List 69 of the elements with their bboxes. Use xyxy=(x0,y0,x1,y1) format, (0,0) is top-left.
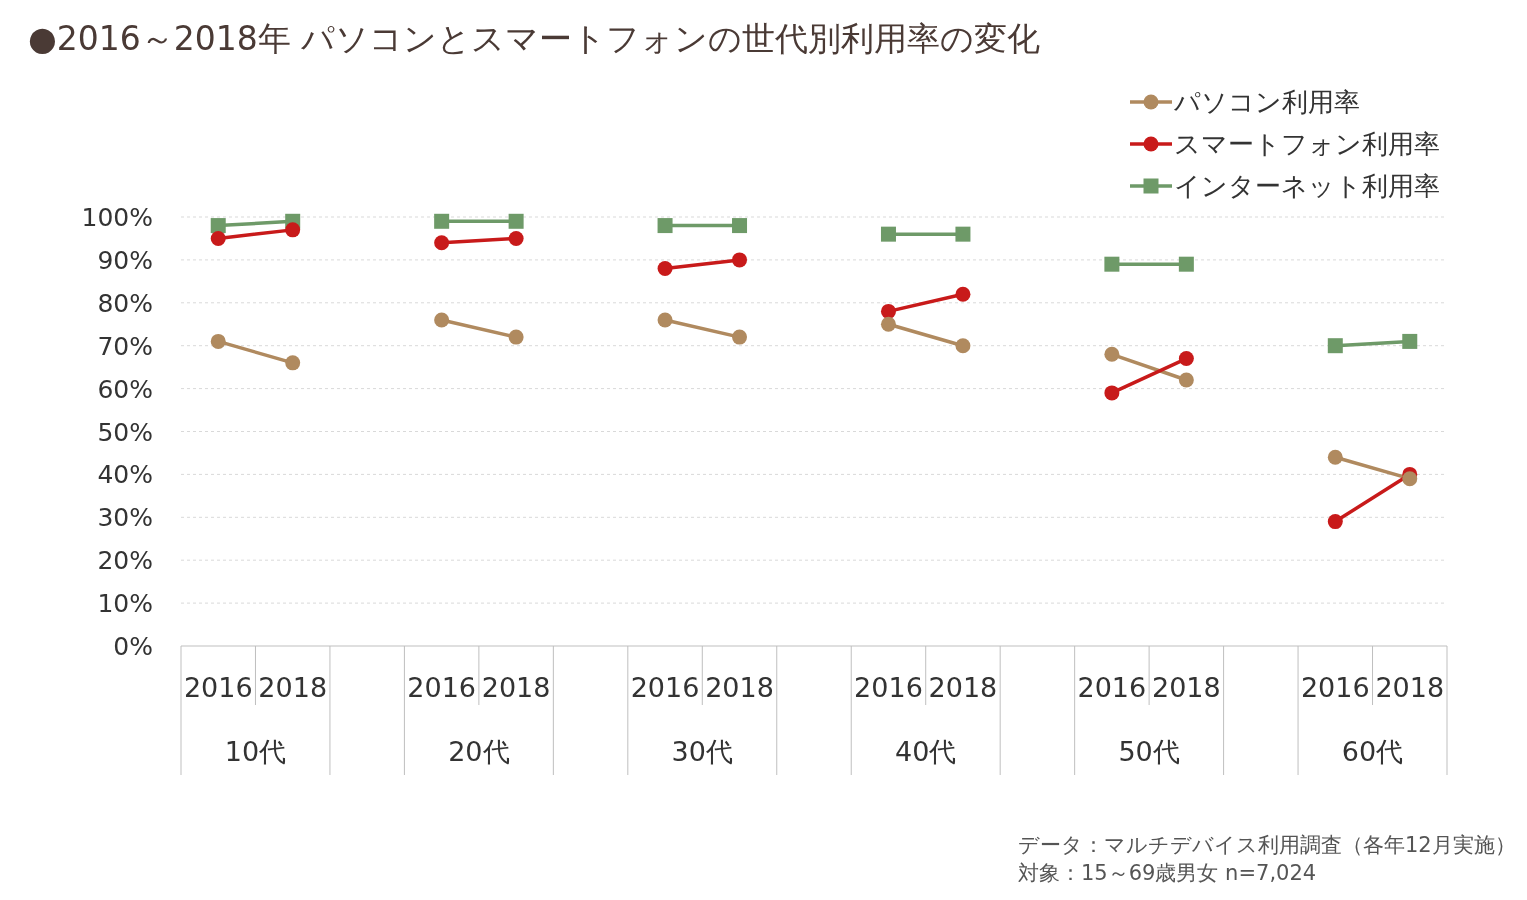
point xyxy=(657,260,673,276)
point xyxy=(1178,372,1194,388)
y-tick-label: 10% xyxy=(97,589,153,619)
point xyxy=(657,218,673,234)
point xyxy=(1402,333,1418,349)
point xyxy=(955,226,971,242)
point xyxy=(434,235,450,251)
point xyxy=(1178,256,1194,272)
point xyxy=(210,333,226,349)
y-tick-label: 100% xyxy=(81,203,153,232)
x-tick-label: 2018 xyxy=(705,672,774,703)
point xyxy=(732,252,748,268)
point xyxy=(657,312,673,328)
point xyxy=(508,230,524,246)
y-tick-label: 50% xyxy=(97,417,153,447)
x-tick-label: 2016 xyxy=(1300,672,1370,703)
point xyxy=(732,218,748,234)
point xyxy=(285,222,301,238)
point xyxy=(434,312,450,328)
point xyxy=(880,316,896,332)
x-tick-label: 2018 xyxy=(481,672,551,703)
point xyxy=(880,226,896,242)
point xyxy=(210,230,226,246)
point xyxy=(434,213,450,229)
text: 50代 xyxy=(1118,736,1180,767)
x-tick-label: 2016 xyxy=(854,672,923,703)
y-tick-label: 90% xyxy=(97,245,153,275)
text: 30代 xyxy=(671,736,733,767)
x-tick-label: 2018 xyxy=(258,672,328,703)
point xyxy=(1402,471,1418,487)
text: 10代 xyxy=(224,736,287,767)
point xyxy=(210,218,226,234)
point xyxy=(1327,514,1343,530)
x-tick-label: 2018 xyxy=(1151,672,1221,703)
point xyxy=(508,213,524,229)
x-tick-label: 2016 xyxy=(407,672,477,703)
point xyxy=(285,355,301,371)
point xyxy=(732,329,748,345)
point xyxy=(1327,449,1343,465)
y-tick-label: 70% xyxy=(97,331,153,361)
y-tick-label: 60% xyxy=(97,374,153,404)
point xyxy=(508,329,524,345)
x-tick-label: 2016 xyxy=(630,672,700,703)
x-tick-label: 2018 xyxy=(1375,672,1445,703)
point xyxy=(955,338,971,354)
point xyxy=(1104,346,1120,362)
x-tick-label: 2016 xyxy=(1077,672,1147,703)
legend-label: インターネット利用率 xyxy=(1174,171,1440,201)
y-tick-label: 0% xyxy=(113,632,153,661)
text: 60代 xyxy=(1341,736,1404,767)
point xyxy=(1178,351,1194,367)
text: データ：マルチデバイス利用調査（各年12月実施） xyxy=(1018,833,1516,857)
text: 20代 xyxy=(448,736,510,767)
point xyxy=(955,286,971,302)
y-tick-label: 30% xyxy=(97,503,153,533)
point xyxy=(1327,338,1343,354)
legend-label: パソコン利用率 xyxy=(1173,87,1360,117)
legend-label: スマートフォン利用率 xyxy=(1174,129,1440,159)
x-tick-label: 2018 xyxy=(928,672,998,703)
y-tick-label: 20% xyxy=(97,546,153,576)
x-tick-label: 2016 xyxy=(183,672,253,703)
point xyxy=(880,303,896,319)
text: 対象：15～69歳男女 n=7,024 xyxy=(1018,861,1317,885)
point xyxy=(1104,385,1120,401)
point xyxy=(1104,256,1120,272)
text: 40代 xyxy=(895,736,957,767)
y-tick-label: 40% xyxy=(97,460,153,490)
chart-title: ●2016～2018年 パソコンとスマートフォンの世代別利用率の変化 xyxy=(28,19,1041,58)
y-tick-label: 80% xyxy=(97,288,153,318)
